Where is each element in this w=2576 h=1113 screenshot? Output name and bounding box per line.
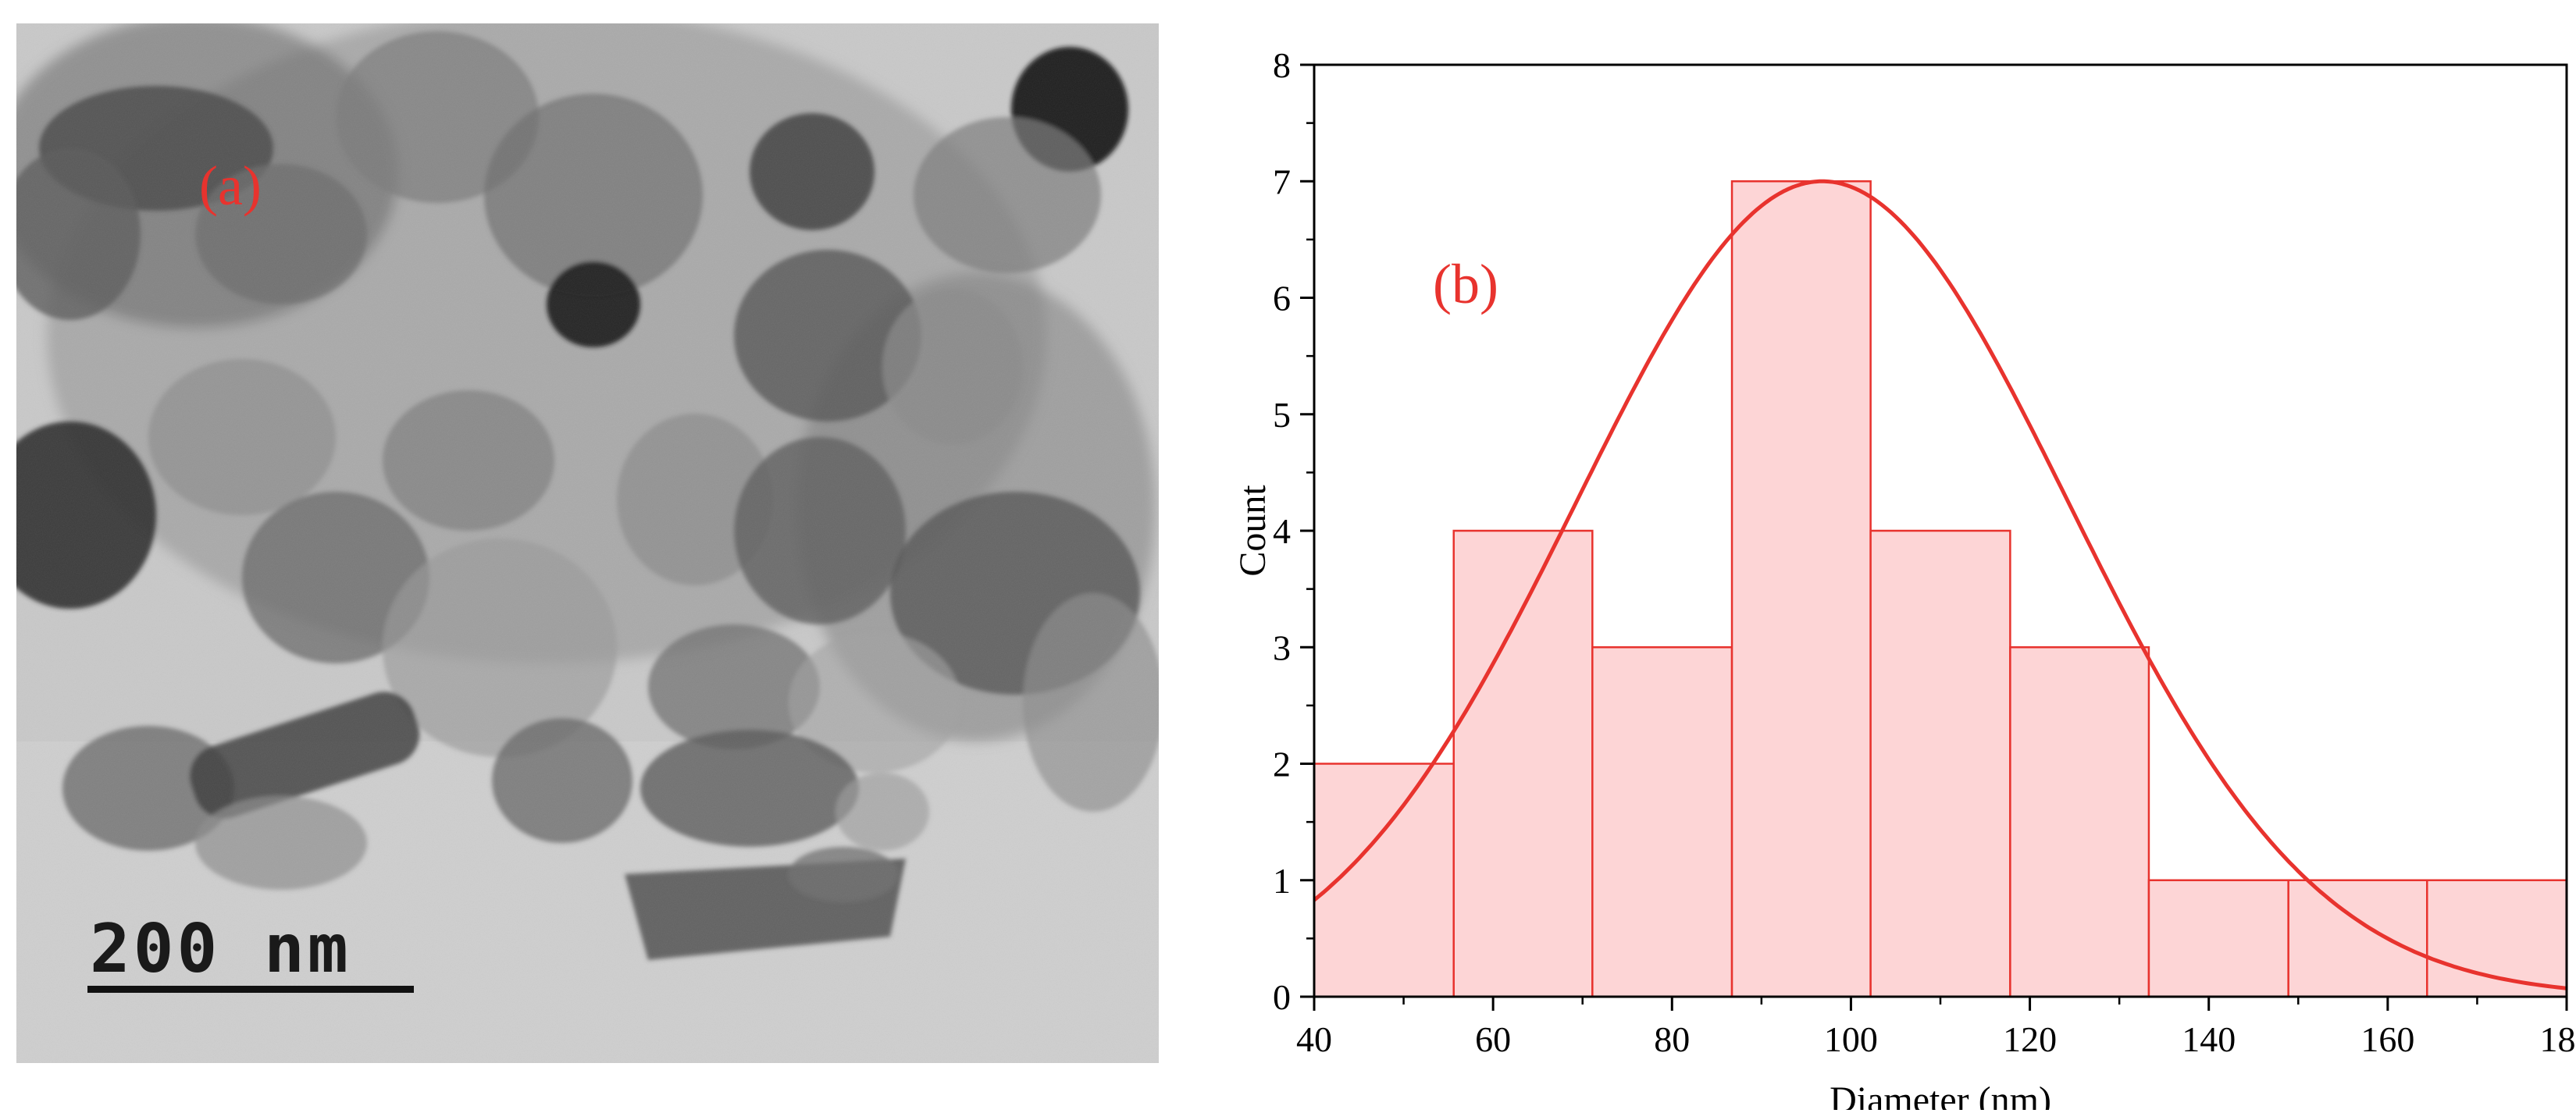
- y-tick-label: 6: [1273, 279, 1291, 318]
- diameter-histogram: 40 60 80 100 120 140 160 180 0 1 2 3 4 5 6 7 8 Diameter…: [1171, 0, 2576, 1110]
- histogram-bar: [1732, 181, 1871, 997]
- x-axis-ticks: 40 60 80 100 120 140 160 180: [1296, 997, 2576, 1059]
- y-tick-label: 5: [1273, 395, 1291, 435]
- particle-field: [0, 8, 1163, 1063]
- y-tick-label: 8: [1273, 45, 1291, 85]
- x-tick-label: 100: [1824, 1019, 1878, 1059]
- histogram-bar: [1592, 647, 1732, 997]
- grain-overlay: [16, 23, 1159, 1063]
- y-tick-label: 3: [1273, 628, 1291, 667]
- histogram-bar: [2149, 880, 2289, 997]
- histogram-panel: 40 60 80 100 120 140 160 180 0 1 2 3 4 5 6 7 8 Diameter…: [1171, 0, 2576, 1110]
- scale-bar-label: 200 nm: [90, 910, 351, 988]
- y-tick-label: 7: [1273, 162, 1291, 201]
- x-tick-label: 40: [1296, 1019, 1332, 1059]
- histogram-bar: [1454, 531, 1593, 997]
- panel-b-label: (b): [1433, 253, 1498, 315]
- y-tick-label: 2: [1273, 745, 1291, 784]
- tem-image-panel: 200 nm (a): [0, 0, 1171, 1110]
- y-tick-label: 4: [1273, 511, 1291, 551]
- panel-a-label: (a): [199, 155, 262, 217]
- x-tick-label: 120: [2003, 1019, 2057, 1059]
- x-tick-label: 160: [2360, 1019, 2414, 1059]
- histogram-bar: [1871, 531, 2011, 997]
- x-axis-label: Diameter (nm): [1830, 1079, 2051, 1110]
- histogram-bar: [2289, 880, 2428, 997]
- histogram-bar: [2010, 647, 2149, 997]
- y-tick-label: 0: [1273, 977, 1291, 1017]
- x-tick-label: 80: [1654, 1019, 1690, 1059]
- bars-layer: [1314, 181, 2567, 997]
- scale-bar-line: [87, 986, 414, 993]
- y-tick-label: 1: [1273, 861, 1291, 901]
- x-tick-label: 140: [2182, 1019, 2236, 1059]
- tem-micrograph: 200 nm (a): [0, 0, 1171, 1110]
- x-tick-label: 180: [2540, 1019, 2576, 1059]
- x-tick-label: 60: [1475, 1019, 1511, 1059]
- y-axis-ticks: 0 1 2 3 4 5 6 7 8: [1273, 45, 1314, 1017]
- y-axis-label: Count: [1232, 485, 1274, 577]
